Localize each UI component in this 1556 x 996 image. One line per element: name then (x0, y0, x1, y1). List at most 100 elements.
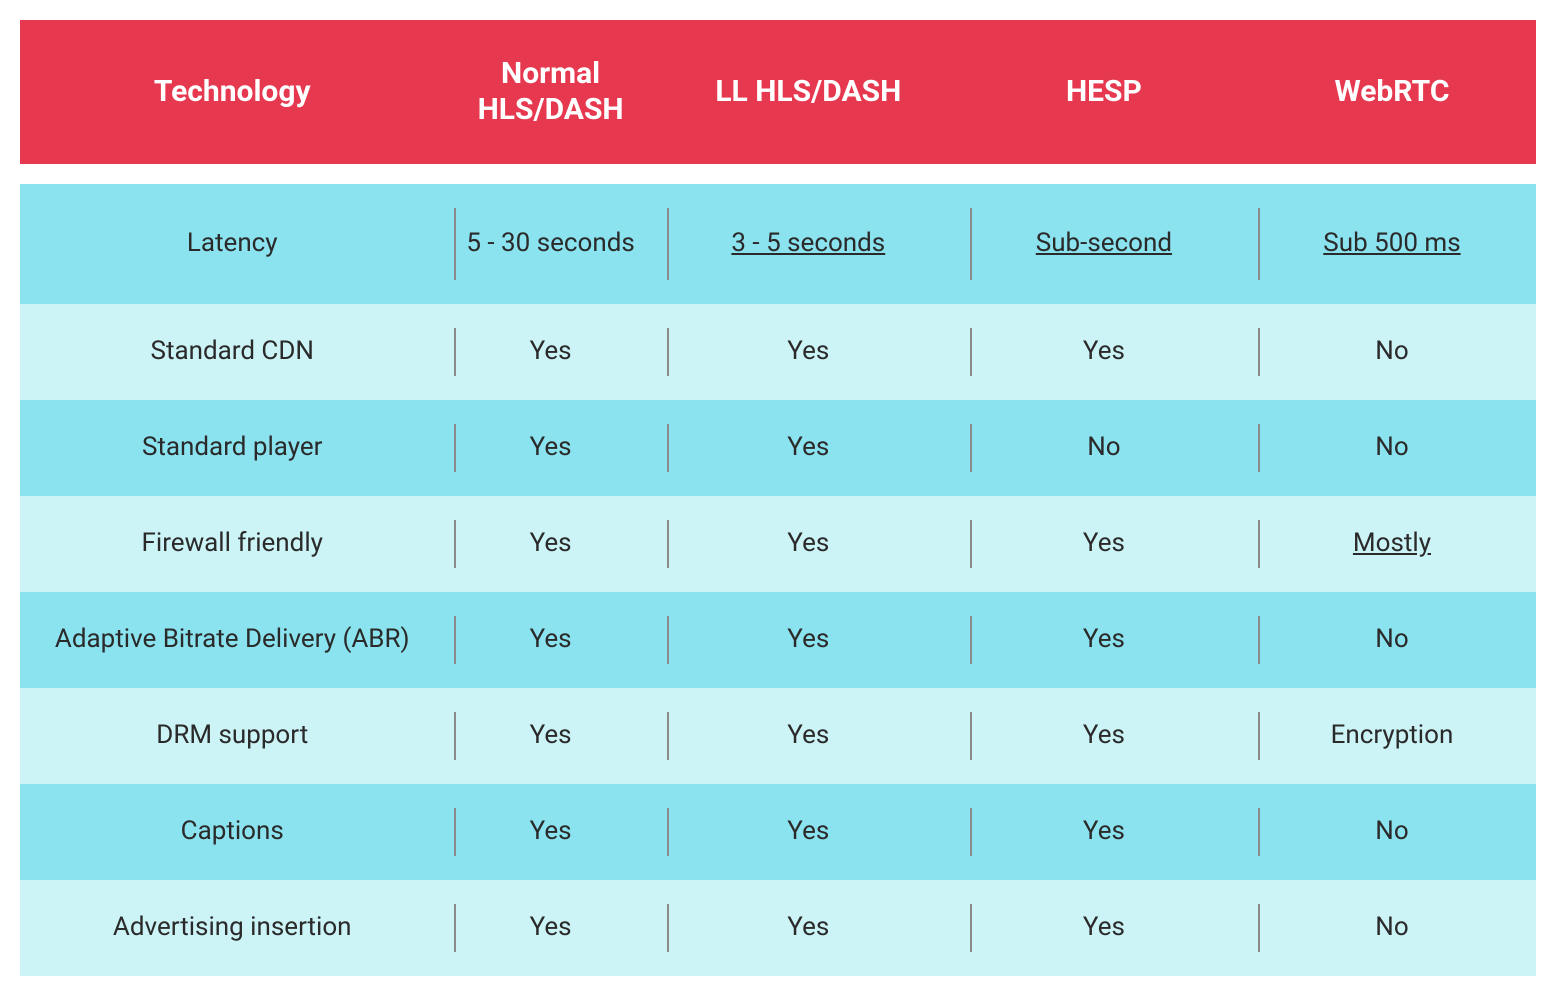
column-separator (667, 712, 669, 760)
table-cell: No (1248, 304, 1536, 400)
cell-value: No (1375, 912, 1408, 943)
column-separator (970, 904, 972, 952)
cell-value: Yes (530, 624, 572, 655)
table-cell: Yes (960, 304, 1248, 400)
row-label-cell: Captions (20, 784, 444, 880)
table-cell: Yes (657, 592, 960, 688)
cell-value: Yes (530, 336, 572, 367)
table-cell: Mostly (1248, 496, 1536, 592)
table-cell: Yes (657, 880, 960, 976)
table-cell: No (1248, 880, 1536, 976)
row-label: Captions (181, 816, 284, 847)
column-separator (667, 208, 669, 280)
row-label-cell: Standard player (20, 400, 444, 496)
column-separator (1258, 424, 1260, 472)
table-cell: Yes (444, 784, 656, 880)
column-header: Normal HLS/DASH (444, 20, 656, 164)
row-label: Adaptive Bitrate Delivery (ABR) (55, 624, 410, 655)
column-separator (454, 328, 456, 376)
column-separator (454, 424, 456, 472)
table-cell: No (1248, 400, 1536, 496)
table-row: Standard CDN Yes Yes Yes No (20, 304, 1536, 400)
table-cell: 3 - 5 seconds (657, 184, 960, 304)
column-separator (454, 520, 456, 568)
column-separator (970, 520, 972, 568)
table-cell: Yes (657, 496, 960, 592)
column-separator (1258, 208, 1260, 280)
column-separator (667, 616, 669, 664)
cell-value: Yes (530, 432, 572, 463)
cell-value: No (1087, 432, 1120, 463)
cell-value: 3 - 5 seconds (731, 228, 885, 259)
table-cell: No (960, 400, 1248, 496)
table-cell: Yes (960, 784, 1248, 880)
spacer-row (20, 164, 1536, 184)
column-separator (1258, 616, 1260, 664)
row-label-cell: Firewall friendly (20, 496, 444, 592)
column-separator (454, 712, 456, 760)
table-cell: Yes (444, 880, 656, 976)
table-cell: Yes (960, 688, 1248, 784)
column-separator (1258, 808, 1260, 856)
cell-value: No (1375, 432, 1408, 463)
table-cell: No (1248, 592, 1536, 688)
row-label: Firewall friendly (142, 528, 323, 559)
table-cell: Yes (444, 496, 656, 592)
comparison-table: TechnologyNormal HLS/DASHLL HLS/DASHHESP… (20, 20, 1536, 976)
table-cell: Yes (960, 592, 1248, 688)
table-cell: Yes (960, 880, 1248, 976)
table-body: Latency5 - 30 seconds3 - 5 secondsSub-se… (20, 164, 1536, 976)
table-row: Standard playerYesYesNoNo (20, 400, 1536, 496)
cell-value: No (1375, 816, 1408, 847)
table-row: Latency5 - 30 seconds3 - 5 secondsSub-se… (20, 184, 1536, 304)
row-label: Advertising insertion (113, 912, 352, 943)
cell-value: Sub 500 ms (1323, 228, 1460, 259)
column-header: LL HLS/DASH (657, 20, 960, 164)
table-cell: Yes (960, 496, 1248, 592)
table-cell: Yes (444, 304, 656, 400)
cell-value: Yes (1083, 816, 1125, 847)
table-cell: Sub-second (960, 184, 1248, 304)
cell-value: Yes (787, 720, 829, 751)
cell-value: Encryption (1331, 720, 1454, 751)
column-separator (667, 328, 669, 376)
table-header: TechnologyNormal HLS/DASHLL HLS/DASHHESP… (20, 20, 1536, 164)
cell-value: Yes (530, 816, 572, 847)
column-separator (1258, 328, 1260, 376)
cell-value: Yes (787, 336, 829, 367)
table-row: DRM supportYesYesYesEncryption (20, 688, 1536, 784)
cell-value: Yes (530, 912, 572, 943)
cell-value: Mostly (1353, 528, 1431, 559)
column-separator (1258, 904, 1260, 952)
column-separator (667, 808, 669, 856)
column-separator (970, 616, 972, 664)
table-cell: 5 - 30 seconds (444, 184, 656, 304)
column-separator (1258, 520, 1260, 568)
column-separator (667, 424, 669, 472)
table-header-row: TechnologyNormal HLS/DASHLL HLS/DASHHESP… (20, 20, 1536, 164)
column-separator (454, 808, 456, 856)
row-label-cell: Adaptive Bitrate Delivery (ABR) (20, 592, 444, 688)
row-label: Standard CDN (151, 336, 314, 367)
column-separator (970, 208, 972, 280)
column-header: HESP (960, 20, 1248, 164)
cell-value: Yes (787, 528, 829, 559)
table-cell: Encryption (1248, 688, 1536, 784)
cell-value: 5 - 30 seconds (466, 228, 634, 259)
table-cell: No (1248, 784, 1536, 880)
column-separator (667, 904, 669, 952)
column-separator (454, 616, 456, 664)
cell-value: No (1375, 336, 1408, 367)
cell-value: Yes (1083, 336, 1125, 367)
cell-value: Yes (1083, 720, 1125, 751)
cell-value: Yes (1083, 528, 1125, 559)
column-header: Technology (20, 20, 444, 164)
cell-value: Yes (530, 720, 572, 751)
column-separator (454, 208, 456, 280)
column-separator (667, 520, 669, 568)
cell-value: Yes (1083, 912, 1125, 943)
cell-value: Yes (530, 528, 572, 559)
table-cell: Yes (444, 592, 656, 688)
column-separator (970, 712, 972, 760)
cell-value: Yes (787, 912, 829, 943)
